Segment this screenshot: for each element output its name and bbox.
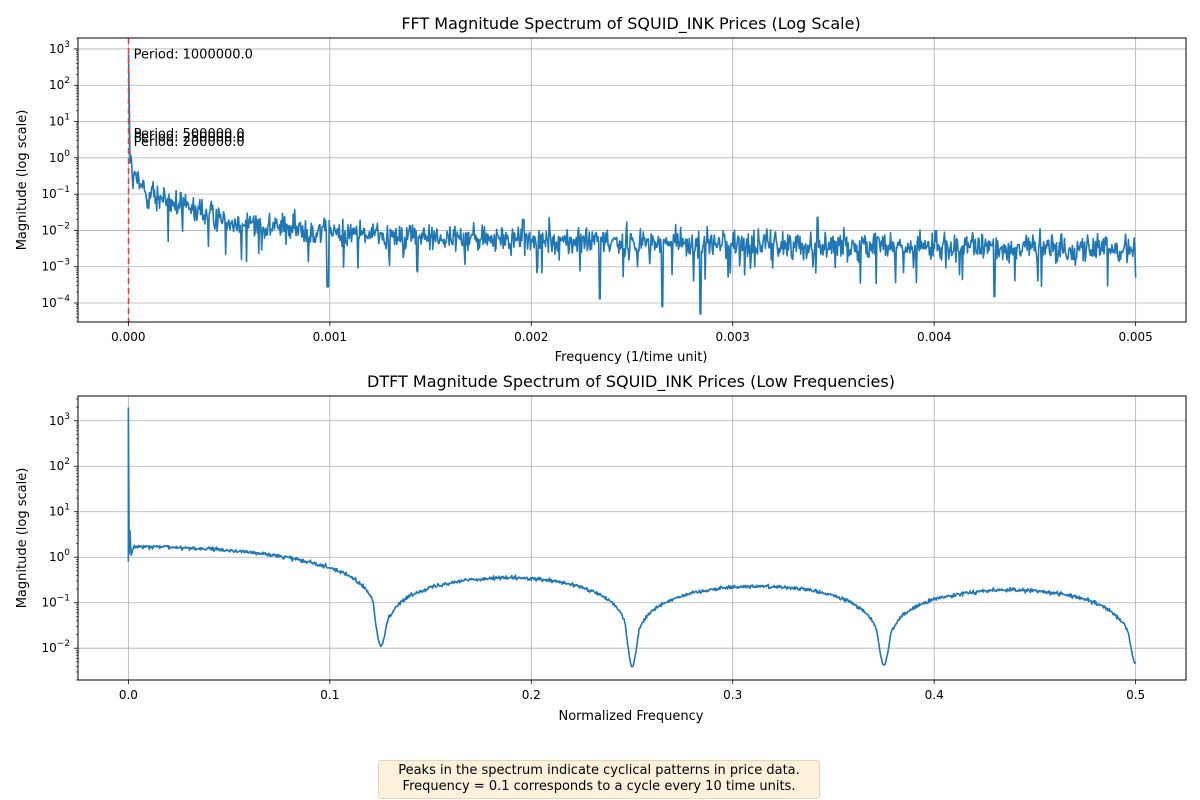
dtft-series-line <box>127 407 1137 668</box>
chart-title: FFT Magnitude Spectrum of SQUID_INK Pric… <box>401 14 860 34</box>
y-tick-label: 10−1 <box>41 185 70 201</box>
x-tick-label: 0.4 <box>925 688 944 702</box>
y-tick-label: 10−2 <box>41 221 70 237</box>
x-axis-label: Frequency (1/time unit) <box>555 350 708 365</box>
annotation-box: Peaks in the spectrum indicate cyclical … <box>378 760 820 799</box>
period-annotation: Period: 200000.0 <box>134 135 245 150</box>
ticks: 0.000 0.001 0.002 0.003 0.004 0.005 10−4 10−3 10… <box>41 37 1153 344</box>
period-annotation: Period: 250000.0 <box>134 131 245 146</box>
y-axis-label: Magnitude (log scale) <box>15 468 30 609</box>
note-line-1: Peaks in the spectrum indicate cyclical … <box>398 763 800 778</box>
fft-series-line <box>127 54 1137 315</box>
x-tick-label: 0.000 <box>111 330 145 344</box>
y-tick-label: 10−1 <box>41 594 70 610</box>
plot-area: Period: 1000000.0 Period: 500000.0Period:… <box>127 38 1137 322</box>
x-tick-label: 0.001 <box>313 330 347 344</box>
y-axis-label: Magnitude (log scale) <box>15 110 30 251</box>
x-tick-label: 0.0 <box>119 688 138 702</box>
y-tick-label: 101 <box>49 113 70 129</box>
x-tick-label: 0.002 <box>514 330 548 344</box>
y-tick-label: 10−2 <box>41 639 70 655</box>
x-tick-label: 0.003 <box>716 330 750 344</box>
axes-frame <box>77 395 1187 681</box>
y-tick-label: 103 <box>49 40 70 56</box>
chart-title: DTFT Magnitude Spectrum of SQUID_INK Pri… <box>367 372 895 392</box>
y-tick-label: 100 <box>49 548 70 564</box>
x-tick-label: 0.004 <box>917 330 951 344</box>
y-tick-label: 101 <box>49 503 70 519</box>
y-tick-label: 103 <box>49 412 70 428</box>
x-tick-label: 0.2 <box>522 688 541 702</box>
period-annotation: Period: 1000000.0 <box>134 48 253 63</box>
x-axis-label: Normalized Frequency <box>558 709 703 724</box>
plot-area <box>127 407 1137 668</box>
note-line-2: Frequency = 0.1 corresponds to a cycle e… <box>402 779 796 794</box>
grid <box>78 396 1186 680</box>
axes-frame <box>77 37 1187 323</box>
y-tick-label: 100 <box>49 149 70 165</box>
fft-chart: FFT Magnitude Spectrum of SQUID_INK Pric… <box>15 14 1187 365</box>
y-tick-label: 10−3 <box>41 258 70 274</box>
y-tick-label: 10−4 <box>41 294 70 310</box>
x-tick-label: 0.005 <box>1118 330 1152 344</box>
y-tick-label: 102 <box>49 457 70 473</box>
dtft-chart: DTFT Magnitude Spectrum of SQUID_INK Pri… <box>15 372 1187 724</box>
y-tick-label: 102 <box>49 76 70 92</box>
x-tick-label: 0.1 <box>320 688 339 702</box>
ticks: 0.0 0.1 0.2 0.3 0.4 0.5 10−2 10−1 100 101 102 103 <box>41 398 1145 702</box>
x-tick-label: 0.3 <box>723 688 742 702</box>
grid <box>78 38 1186 322</box>
period-annotation: Period: 500000.0 <box>134 127 245 142</box>
x-tick-label: 0.5 <box>1126 688 1145 702</box>
